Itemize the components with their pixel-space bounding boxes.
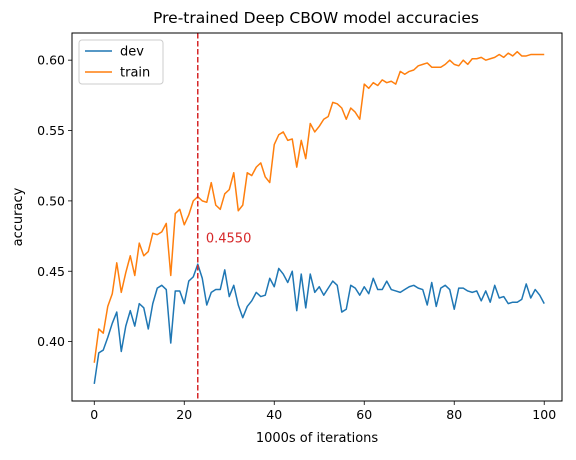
- chart-title: Pre-trained Deep CBOW model accuracies: [153, 9, 479, 27]
- legend: dev train: [78, 39, 164, 85]
- y-tick-label: 0.45: [37, 264, 65, 279]
- x-axis-label: 1000s of iterations: [256, 431, 379, 446]
- y-axis-label: accuracy: [11, 187, 26, 246]
- x-tick-label: 100: [532, 407, 556, 422]
- series-line-train: [93, 50, 545, 363]
- legend-label-dev: dev: [120, 45, 144, 60]
- x-tick-label: 60: [356, 407, 372, 422]
- y-tick-label: 0.50: [37, 193, 65, 208]
- x-tick-label: 20: [176, 407, 192, 422]
- best-dev-accuracy-annotation: 0.4550: [206, 231, 252, 246]
- x-tick-label: 0: [90, 407, 98, 422]
- legend-label-train: train: [120, 66, 150, 81]
- series-line-dev: [93, 263, 545, 384]
- x-tick-label: 80: [446, 407, 462, 422]
- y-tick-label: 0.40: [37, 334, 65, 349]
- y-tick-label: 0.60: [37, 53, 65, 68]
- y-tick-label: 0.55: [37, 123, 65, 138]
- x-tick-label: 40: [266, 407, 282, 422]
- plot-frame: [71, 32, 563, 402]
